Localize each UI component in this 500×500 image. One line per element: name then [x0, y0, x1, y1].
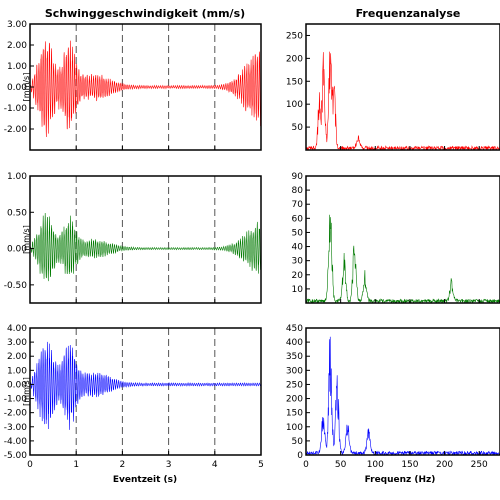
panel-frame	[29, 175, 262, 304]
waveform-line	[29, 341, 262, 430]
y-tick-label: 90	[292, 172, 304, 182]
y-tick-label: 0.00	[7, 245, 27, 255]
y-tick-label: 1.00	[7, 366, 27, 376]
waveform-line	[29, 213, 262, 282]
y-tick-label: 10	[292, 285, 304, 295]
y-tick-label: -0.50	[4, 281, 28, 291]
y-tick-label: 3.00	[7, 20, 27, 30]
y-tick-label: -2.00	[4, 409, 28, 419]
spectrum-line	[306, 336, 500, 456]
y-tick-label: 200	[286, 395, 303, 405]
freq-panel-1: 250 200 150 100 50	[286, 23, 500, 151]
y-tick-label: -4.00	[4, 437, 28, 447]
y-tick-label: -1.00	[4, 104, 28, 114]
y-tick-label: 1.00	[7, 172, 27, 182]
y-tick-label: 2.00	[7, 352, 27, 362]
x-tick-label: 1	[73, 460, 79, 470]
freq-panel-2: 90 80 70 60 50 40 30 20 10	[292, 172, 500, 305]
y-tick-label: 150	[286, 409, 303, 419]
time-panel-1: 3.00 2.00 1.00 0.00 -1.00 -2.00 [mm/s]	[4, 20, 262, 151]
y-tick-label: 20	[292, 271, 304, 281]
y-tick-label: 50	[292, 123, 304, 133]
y-tick-label: 0.50	[7, 208, 27, 218]
x-tick-label: 100	[367, 460, 384, 470]
chart-panels: 3.002.001.000.00-1.00-2.00[mm/s]25020015…	[4, 20, 500, 470]
y-tick-label: -5.00	[4, 451, 28, 461]
spectrum-line	[306, 214, 500, 305]
time-panel-2: 1.00 0.50 0.00 -0.50 [mm/s]	[4, 172, 262, 304]
y-tick-label: 150	[286, 77, 303, 87]
panel-frame	[305, 327, 500, 456]
y-tick-label: 80	[292, 186, 304, 196]
y-tick-label: 100	[286, 100, 303, 110]
left-column-title: Schwinggeschwindigkeit (mm/s)	[45, 7, 245, 20]
y-tick-label: 70	[292, 200, 304, 210]
y-tick-label: -3.00	[4, 423, 28, 433]
y-axis-label-fragment: [mm/s]	[22, 377, 31, 406]
freq-axis-title: Frequenz (Hz)	[365, 475, 436, 485]
y-tick-label: 200	[286, 54, 303, 64]
x-tick-label: 2	[120, 460, 126, 470]
y-tick-label: 2.00	[7, 41, 27, 51]
y-tick-label: 50	[292, 437, 304, 447]
y-tick-label: 400	[286, 338, 303, 348]
x-tick-label: 250	[471, 460, 488, 470]
x-tick-label: 0	[303, 460, 309, 470]
spectrum-line	[306, 51, 500, 151]
panel-frame	[305, 23, 500, 151]
y-tick-label: 0	[297, 451, 303, 461]
x-tick-label: 150	[401, 460, 418, 470]
y-tick-label: 1.00	[7, 62, 27, 72]
y-tick-label: 4.00	[7, 324, 27, 334]
y-tick-label: 0.00	[7, 380, 27, 390]
x-tick-label: 0	[27, 460, 33, 470]
freq-panel-3: 450 400 350 300 250 200 150 100 50 00 50 100 150 200 2…	[286, 324, 500, 470]
x-tick-label: 4	[212, 460, 218, 470]
y-tick-label: 60	[292, 214, 304, 224]
time-panel-3: 4.00 3.00 2.00 1.00 0.00 -1.00 -2.00 -3.00 -4.00…	[4, 324, 264, 470]
y-tick-label: 50	[292, 228, 304, 238]
y-tick-label: 450	[286, 324, 303, 334]
y-tick-label: 3.00	[7, 338, 27, 348]
y-tick-label: 0.00	[7, 83, 27, 93]
panel-frame	[305, 175, 500, 304]
y-tick-label: 250	[286, 31, 303, 41]
x-tick-label: 5	[258, 460, 264, 470]
panel-frame	[29, 327, 262, 456]
x-tick-label: 200	[436, 460, 453, 470]
y-tick-label: 350	[286, 352, 303, 362]
y-tick-label: 300	[286, 366, 303, 376]
x-tick-label: 50	[335, 460, 347, 470]
right-column-title: Frequenzanalyse	[356, 7, 461, 20]
y-tick-label: 250	[286, 380, 303, 390]
y-tick-label: -2.00	[4, 125, 28, 135]
y-tick-label: -1.00	[4, 395, 28, 405]
time-axis-title: Eventzeit (s)	[113, 475, 177, 485]
y-tick-label: 30	[292, 257, 304, 267]
y-tick-label: 40	[292, 243, 304, 253]
y-tick-label: 100	[286, 423, 303, 433]
x-tick-label: 3	[166, 460, 172, 470]
y-axis-label-fragment: [mm/s]	[22, 225, 31, 254]
waveform-line	[29, 40, 262, 137]
y-axis-label-fragment: [mm/s]	[22, 73, 31, 102]
